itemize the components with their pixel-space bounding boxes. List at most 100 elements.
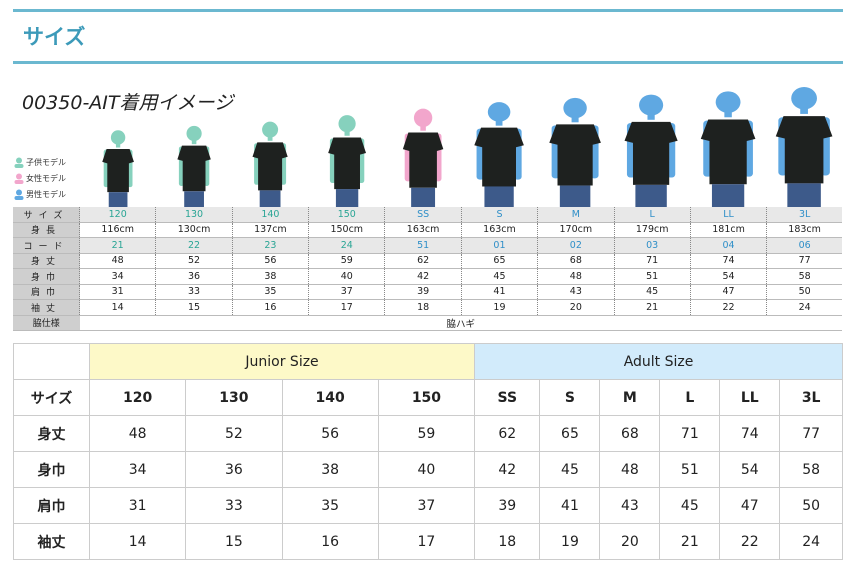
spec-cell: 15: [155, 299, 233, 316]
size-cell: 16: [281, 523, 379, 560]
spec-row: コード 21 22 23 24 51 01 02 03 04 06: [13, 237, 842, 254]
size-cell: 140: [281, 379, 379, 416]
spec-cell: S: [460, 207, 538, 223]
spec-row: 脇仕様 脇ハギ: [13, 315, 842, 331]
model-figure: [700, 91, 755, 208]
spec-cell: 41: [460, 284, 538, 300]
size-cell: 35: [281, 487, 379, 524]
spec-cell: 54: [689, 268, 767, 285]
person-icon: [14, 189, 24, 200]
spec-cell: 181cm: [689, 222, 767, 238]
spec-cell: 170cm: [537, 222, 615, 238]
size-cell: 37: [377, 487, 476, 524]
spec-cell: 37: [308, 284, 385, 300]
legend-item: 女性モデル: [14, 170, 66, 186]
spec-cell: 21: [613, 299, 691, 316]
row-label: 袖丈: [13, 523, 90, 560]
model-figure: [549, 97, 602, 208]
size-cell: 17: [377, 523, 476, 560]
spec-row: 肩巾 31 33 35 37 39 41 43 45 47 50: [13, 284, 842, 300]
spec-cell: 179cm: [613, 222, 691, 238]
image-title: 00350-AIT着用イメージ: [22, 92, 234, 114]
legend-item: 子供モデル: [14, 154, 66, 170]
spec-cell: 68: [537, 253, 615, 269]
spec-cell: 06: [766, 237, 842, 254]
size-cell: 19: [539, 523, 601, 560]
size-cell: 150: [377, 379, 476, 416]
spec-cell: 163cm: [460, 222, 538, 238]
spec-cell: 137cm: [231, 222, 309, 238]
spec-row: 身長 116cm 130cm 137cm 150cm 163cm 163cm 170cm 179…: [13, 222, 842, 238]
size-row: 肩巾 31 33 35 37 39 41 43 45 47 50: [13, 487, 843, 524]
spec-cell: 18: [384, 299, 462, 316]
model-figure: [102, 130, 134, 208]
spec-cell: 02: [537, 237, 615, 254]
spec-cell: 31: [78, 284, 156, 300]
row-label: 袖丈: [13, 299, 80, 316]
spec-cell: 51: [613, 268, 691, 285]
spec-cell: 116cm: [78, 222, 156, 238]
spec-cell: 22: [689, 299, 767, 316]
spec-cell: 21: [78, 237, 156, 254]
spec-cell: 19: [460, 299, 538, 316]
size-cell: 68: [599, 415, 661, 452]
spec-cell: 22: [155, 237, 233, 254]
model-figure: [327, 115, 366, 208]
spec-cell: 150cm: [308, 222, 385, 238]
spec-cell: 39: [384, 284, 462, 300]
spec-cell: M: [537, 207, 615, 223]
spec-cell: 45: [613, 284, 691, 300]
size-cell: 3L: [779, 379, 843, 416]
spec-cell: 51: [384, 237, 462, 254]
section-rule: [13, 61, 843, 64]
row-label: 身巾: [13, 451, 90, 488]
spec-cell: 48: [78, 253, 156, 269]
spec-cell: 77: [766, 253, 842, 269]
spec-row: サイズ 120 130 140 150 SS S M L LL 3L: [13, 207, 842, 223]
size-cell: 71: [659, 415, 721, 452]
size-cell: 77: [779, 415, 843, 452]
size-cell: 43: [599, 487, 661, 524]
spec-cell: 20: [537, 299, 615, 316]
size-cell: 74: [719, 415, 781, 452]
spec-cell: 17: [308, 299, 385, 316]
spec-cell: 62: [384, 253, 462, 269]
adult-size-header: Adult Size: [474, 343, 843, 380]
size-row: 身丈 48 52 56 59 62 65 68 71 74 77: [13, 415, 843, 452]
row-label: 身巾: [13, 268, 80, 285]
row-label: 肩巾: [13, 284, 80, 300]
size-cell: 33: [185, 487, 283, 524]
size-cell: 42: [474, 451, 541, 488]
size-cell: 18: [474, 523, 541, 560]
size-cell: 120: [88, 379, 187, 416]
spec-row: 身丈 48 52 56 59 62 65 68 71 74 77: [13, 253, 842, 269]
junior-size-header: Junior Size: [88, 343, 476, 380]
size-cell: 41: [539, 487, 601, 524]
model-figure: [474, 102, 524, 208]
size-cell: 21: [659, 523, 721, 560]
row-label: 身丈: [13, 415, 90, 452]
size-cell: LL: [719, 379, 781, 416]
spec-cell: 183cm: [766, 222, 842, 238]
size-cell: 52: [185, 415, 283, 452]
size-cell: M: [599, 379, 661, 416]
person-icon: [14, 157, 24, 168]
model-figure: [252, 121, 289, 208]
spec-cell: 23: [231, 237, 309, 254]
spec-cell: 130cm: [155, 222, 233, 238]
spec-cell: 42: [384, 268, 462, 285]
size-cell: 48: [599, 451, 661, 488]
spec-table: サイズ 120 130 140 150 SS S M L LL 3L 身長 116cm 130cm 137c…: [13, 207, 842, 331]
size-row: 袖丈 14 15 16 17 18 19 20 21 22 24: [13, 523, 843, 560]
spec-cell: 50: [766, 284, 842, 300]
row-label: サイズ: [13, 379, 90, 416]
model-figure: [177, 125, 212, 208]
spec-cell: 24: [308, 237, 385, 254]
corner-cell: [13, 343, 90, 380]
size-cell: 45: [659, 487, 721, 524]
top-rule: [13, 9, 843, 12]
spec-cell: 40: [308, 268, 385, 285]
spec-cell: 14: [78, 299, 156, 316]
spec-cell: 04: [689, 237, 767, 254]
row-label: 身丈: [13, 253, 80, 269]
